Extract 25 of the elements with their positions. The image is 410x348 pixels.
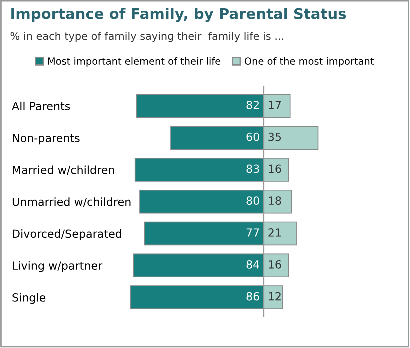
y-tick-label: Non-parents <box>13 134 80 145</box>
y-tick-label: All Parents <box>12 102 70 111</box>
data-label: 16 <box>269 164 282 174</box>
y-tick-label: Married w/children <box>13 166 114 176</box>
chart-title: Importance of Family, by Parental Status <box>12 8 346 22</box>
data-label: 84 <box>246 260 260 269</box>
legend-label: Most important element of their life <box>48 57 221 67</box>
data-label: 77 <box>246 228 260 237</box>
data-label: 83 <box>246 164 260 174</box>
data-label: 80 <box>246 196 260 206</box>
data-label: 18 <box>269 196 282 206</box>
data-label: 16 <box>269 260 282 269</box>
data-label: 12 <box>269 292 281 301</box>
y-tick-label: Living w/partner <box>13 261 103 272</box>
data-label: 86 <box>246 292 260 301</box>
y-tick-label: Divorced/Separated <box>13 230 122 240</box>
data-label: 21 <box>268 228 281 237</box>
data-label: 82 <box>246 100 260 110</box>
data-label: 60 <box>246 132 260 142</box>
chart-subtitle: % in each type of family saying their family life is ... <box>10 32 284 42</box>
data-label: 35 <box>268 132 282 142</box>
y-tick-label: Unmarried w/children <box>12 198 131 208</box>
data-label: 17 <box>269 101 282 110</box>
y-tick-label: Single <box>12 293 46 304</box>
legend-label: One of the most important <box>244 57 374 67</box>
